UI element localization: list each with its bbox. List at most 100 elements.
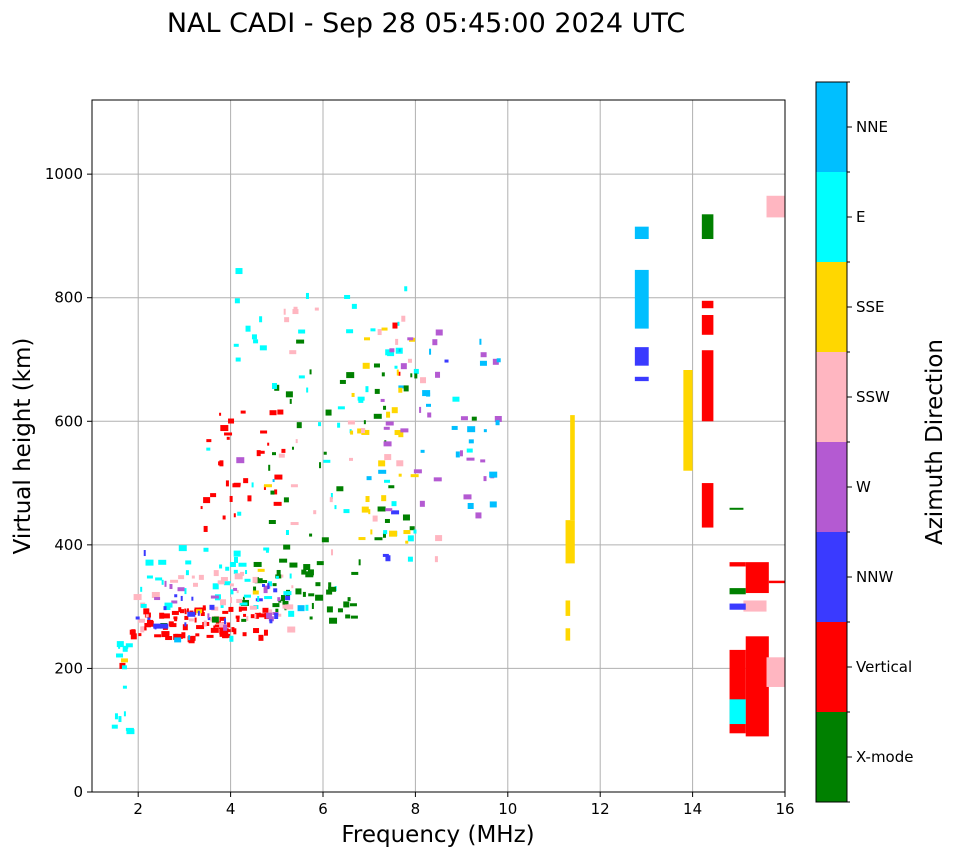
echo-point [196,625,205,630]
echo-point [315,582,321,587]
echo-point [239,602,248,606]
echo-point [398,431,404,438]
echo-point [165,636,173,641]
echo-point [239,606,248,611]
x-tick-label: 2 [133,800,143,818]
echo-point [347,420,355,425]
echo-point [233,628,237,635]
echo-point [234,298,240,304]
echo-column [729,562,746,567]
echo-point [398,385,406,389]
echo-point [147,616,151,621]
echo-point [234,573,243,580]
echo-point [337,608,343,613]
echo-point [257,568,265,572]
echo-point [140,586,143,592]
echo-point [219,630,223,637]
echo-point [144,623,149,628]
echo-point [398,387,403,393]
echo-point [125,643,133,648]
echo-point [395,338,399,345]
echo-point [264,585,271,589]
echo-point [365,496,370,503]
echo-point [203,547,209,552]
echo-point [463,494,472,500]
echo-point [268,464,271,471]
echo-point [249,605,257,610]
echo-point [329,497,333,503]
echo-point [122,646,128,652]
echo-point [435,329,443,336]
echo-column [634,269,649,329]
echo-point [271,383,277,390]
echo-point [392,322,398,329]
echo-point [140,603,147,608]
echo-point [345,614,351,619]
echo-point [242,632,247,637]
echo-point [400,428,409,433]
echo-point [283,308,286,315]
echo-point [225,566,230,571]
echo-point [289,562,298,568]
echo-point [326,606,333,613]
echo-column [745,636,769,737]
echo-point [301,569,307,575]
echo-point [138,618,146,623]
echo-point [285,595,291,601]
echo-point [200,612,205,617]
echo-point [380,398,385,402]
echo-point [420,377,427,384]
echo-point [260,430,268,434]
echo-point [159,612,165,619]
echo-point [130,633,137,640]
echo-point [245,325,251,332]
echo-point [210,595,219,599]
echo-point [143,550,146,557]
echo-point [419,406,422,413]
echo-point [382,532,386,538]
echo-point [285,391,293,398]
echo-point [274,489,278,495]
echo-point [396,369,399,376]
echo-point [389,530,398,537]
echo-point [180,595,183,601]
echo-point [187,611,196,617]
echo-column [565,520,575,564]
echo-column [766,195,785,218]
echo-point [373,363,380,368]
echo-point [295,439,298,444]
echo-point [203,620,207,627]
echo-point [116,653,124,658]
echo-point [383,426,390,430]
echo-point [391,407,398,414]
echo-point [346,372,355,379]
echo-point [323,451,327,455]
echo-point [372,515,378,522]
echo-point [133,594,142,601]
echo-point [226,436,230,440]
echo-point [293,306,298,313]
echo-point [277,597,281,602]
echo-point [351,571,359,575]
echo-point [343,509,350,514]
echo-point [252,590,259,595]
echo-point [233,556,238,563]
echo-point [278,453,285,458]
echo-point [489,471,498,478]
echo-point [161,631,170,636]
echo-point [243,594,251,598]
echo-point [308,593,315,597]
echo-column [729,588,746,595]
echo-point [377,329,382,336]
echo-point [230,589,234,595]
echo-point [263,484,272,488]
echo-point [154,634,162,638]
echo-point [178,545,187,552]
echo-column [701,300,714,309]
echo-point [444,359,449,363]
echo-point [232,483,241,488]
echo-point [483,429,487,433]
echo-point [241,618,247,622]
echo-point [401,315,406,322]
